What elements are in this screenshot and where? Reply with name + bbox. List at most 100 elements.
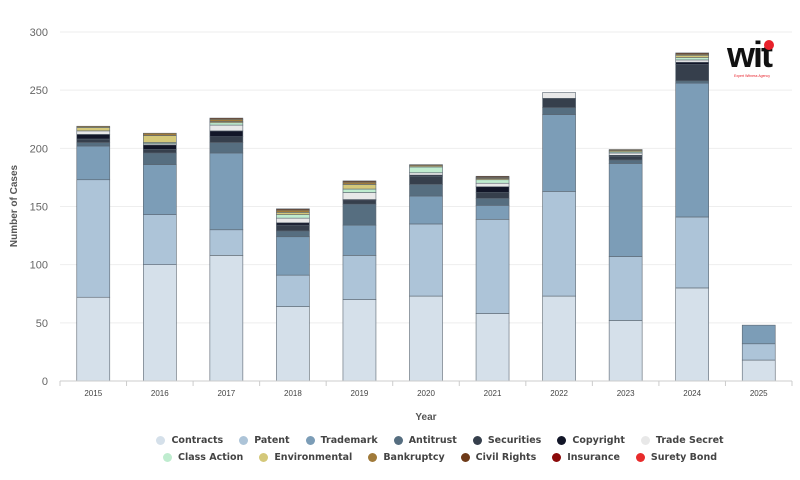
- bar-segment-environmental[interactable]: [76, 127, 111, 132]
- bar-segment-civil-rights[interactable]: [276, 208, 310, 211]
- legend-item-securities[interactable]: Securities: [472, 435, 541, 446]
- bar-segment-securities[interactable]: [675, 64, 709, 82]
- bar-segment-antitrust[interactable]: [209, 142, 244, 154]
- bar-segment-civil-rights[interactable]: [475, 175, 510, 178]
- bar-segment-patent[interactable]: [209, 229, 244, 256]
- bar-segment-contracts[interactable]: [542, 295, 576, 382]
- bar-segment-trademark[interactable]: [542, 114, 576, 192]
- bar-segment-trademark[interactable]: [475, 205, 510, 220]
- bar-segment-trademark[interactable]: [409, 195, 443, 225]
- bar-segment-securities[interactable]: [76, 138, 111, 143]
- bar-segment-bankruptcy[interactable]: [276, 209, 310, 213]
- bar-segment-securities[interactable]: [276, 224, 310, 232]
- bar-segment-antitrust[interactable]: [475, 198, 510, 206]
- bar-segment-patent[interactable]: [675, 216, 709, 289]
- bar-segment-bankruptcy[interactable]: [143, 132, 177, 136]
- bar-segment-antitrust[interactable]: [409, 184, 443, 197]
- bar-segment-civil-rights[interactable]: [209, 117, 244, 120]
- bar-segment-class-action[interactable]: [409, 166, 443, 174]
- bar-segment-copyright[interactable]: [276, 222, 310, 226]
- bar-segment-securities[interactable]: [342, 200, 377, 205]
- bar-segment-trade-secret[interactable]: [209, 124, 244, 132]
- bar-segment-bankruptcy[interactable]: [209, 118, 244, 122]
- bar-segment-trade-secret[interactable]: [276, 217, 310, 224]
- bar-segment-patent[interactable]: [342, 255, 377, 300]
- legend-item-environmental[interactable]: Environmental: [259, 452, 352, 463]
- bar-segment-trade-secret[interactable]: [76, 130, 111, 135]
- bar-segment-antitrust[interactable]: [143, 152, 177, 165]
- bar-segment-trademark[interactable]: [209, 152, 244, 231]
- bar-segment-securities[interactable]: [209, 136, 244, 143]
- bar-segment-contracts[interactable]: [143, 264, 177, 382]
- bar-segment-securities[interactable]: [608, 156, 643, 161]
- bar-segment-bankruptcy[interactable]: [76, 125, 111, 128]
- bar-segment-antitrust[interactable]: [608, 159, 643, 164]
- bar-segment-trademark[interactable]: [741, 324, 776, 345]
- bar-segment-trademark[interactable]: [608, 163, 643, 257]
- legend-item-trade-secret[interactable]: Trade Secret: [640, 435, 724, 446]
- bar-segment-class-action[interactable]: [276, 214, 310, 219]
- bar-segment-environmental[interactable]: [276, 212, 310, 215]
- bar-segment-patent[interactable]: [143, 214, 177, 265]
- legend-item-bankruptcy[interactable]: Bankruptcy: [368, 452, 445, 463]
- bar-segment-antitrust[interactable]: [675, 80, 709, 84]
- legend-item-insurance[interactable]: Insurance: [552, 452, 620, 463]
- bar-segment-patent[interactable]: [741, 343, 776, 361]
- legend-item-trademark[interactable]: Trademark: [305, 435, 378, 446]
- bar-segment-trademark[interactable]: [675, 82, 709, 218]
- bar-segment-copyright[interactable]: [475, 186, 510, 193]
- bar-segment-antitrust[interactable]: [76, 142, 111, 147]
- bar-segment-civil-rights[interactable]: [342, 180, 377, 183]
- bar-segment-copyright[interactable]: [76, 134, 111, 140]
- bar-segment-patent[interactable]: [475, 218, 510, 314]
- bar-segment-contracts[interactable]: [76, 296, 111, 382]
- bar-segment-class-action[interactable]: [342, 188, 377, 193]
- bar-segment-copyright[interactable]: [675, 61, 709, 65]
- legend-item-civil-rights[interactable]: Civil Rights: [460, 452, 536, 463]
- legend-item-class-action[interactable]: Class Action: [162, 452, 243, 463]
- bar-segment-securities[interactable]: [542, 98, 576, 108]
- bar-segment-copyright[interactable]: [209, 130, 244, 137]
- bar-segment-securities[interactable]: [409, 175, 443, 185]
- bar-segment-securities[interactable]: [475, 192, 510, 199]
- bar-segment-contracts[interactable]: [475, 313, 510, 382]
- bar-segment-securities[interactable]: [143, 149, 177, 154]
- bar-segment-civil-rights[interactable]: [675, 52, 709, 55]
- bar-segment-contracts[interactable]: [608, 320, 643, 382]
- legend-item-surety-bond[interactable]: Surety Bond: [635, 452, 717, 463]
- bar-segment-patent[interactable]: [608, 256, 643, 321]
- bar-segment-class-action[interactable]: [675, 57, 709, 61]
- bar-segment-patent[interactable]: [542, 191, 576, 297]
- bar-segment-trade-secret[interactable]: [675, 59, 709, 63]
- legend-item-patent[interactable]: Patent: [239, 435, 290, 446]
- bar-segment-contracts[interactable]: [409, 295, 443, 382]
- bar-segment-trade-secret[interactable]: [542, 92, 576, 99]
- bar-segment-environmental[interactable]: [675, 54, 709, 58]
- bar-segment-trademark[interactable]: [143, 164, 177, 215]
- bar-segment-trademark[interactable]: [276, 236, 310, 276]
- bar-segment-trademark[interactable]: [76, 145, 111, 181]
- bar-segment-environmental[interactable]: [342, 184, 377, 190]
- bar-segment-contracts[interactable]: [342, 299, 377, 382]
- bar-segment-contracts[interactable]: [741, 359, 776, 382]
- bar-segment-contracts[interactable]: [209, 255, 244, 382]
- bar-segment-trade-secret[interactable]: [409, 172, 443, 176]
- bar-segment-class-action[interactable]: [209, 122, 244, 126]
- bar-segment-antitrust[interactable]: [542, 107, 576, 115]
- legend-item-antitrust[interactable]: Antitrust: [393, 435, 457, 446]
- bar-segment-patent[interactable]: [409, 223, 443, 297]
- bar-segment-antitrust[interactable]: [342, 203, 377, 226]
- bar-segment-contracts[interactable]: [276, 306, 310, 382]
- bar-segment-class-action[interactable]: [475, 179, 510, 184]
- bar-segment-patent[interactable]: [276, 274, 310, 307]
- bar-segment-copyright[interactable]: [143, 144, 177, 150]
- bar-segment-contracts[interactable]: [675, 287, 709, 382]
- bar-segment-bankruptcy[interactable]: [342, 181, 377, 185]
- bar-segment-bankruptcy[interactable]: [608, 149, 643, 151]
- bar-segment-environmental[interactable]: [143, 135, 177, 143]
- bar-segment-trademark[interactable]: [342, 224, 377, 256]
- bar-segment-bankruptcy[interactable]: [409, 164, 443, 167]
- legend-item-contracts[interactable]: Contracts: [156, 435, 223, 446]
- bar-segment-trade-secret[interactable]: [342, 192, 377, 200]
- bar-segment-patent[interactable]: [76, 179, 111, 298]
